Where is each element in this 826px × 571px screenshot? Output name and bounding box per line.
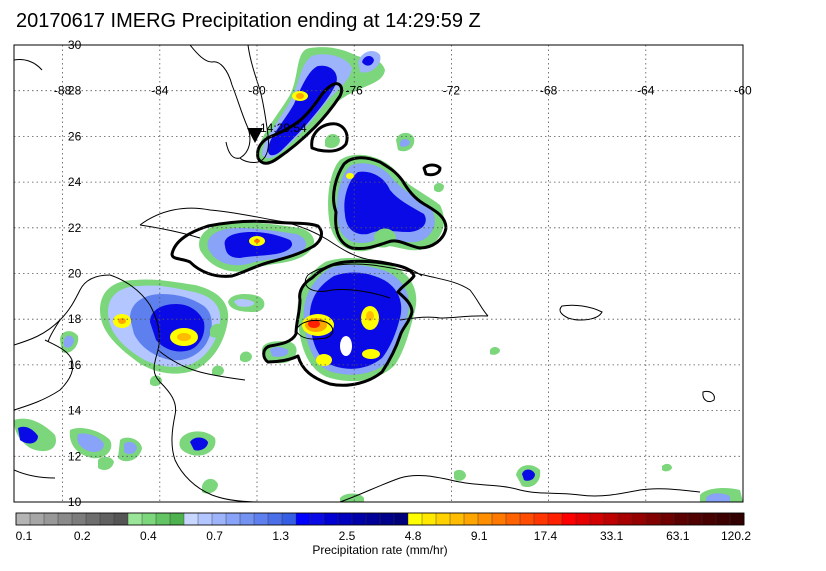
colorbar-swatch (267, 512, 283, 526)
colorbar-swatch (113, 512, 129, 526)
lon-tick-label: -72 (443, 84, 461, 98)
colorbar-swatch (561, 512, 577, 526)
lat-tick-label: 30 (68, 38, 82, 52)
colorbar-tick-label: 2.5 (338, 529, 356, 543)
colorbar (15, 512, 745, 526)
colorbar-tick-label: 0.7 (206, 529, 223, 543)
precip-fields (14, 47, 743, 502)
colorbar-swatch (365, 512, 381, 526)
lat-tick-label: 14 (68, 404, 82, 418)
colorbar-swatch (43, 512, 59, 526)
colorbar-swatch (337, 512, 353, 526)
colorbar-swatch (85, 512, 101, 526)
coastlines (14, 45, 715, 502)
lon-tick-label: -88 (54, 84, 72, 98)
colorbar-swatch (71, 512, 87, 526)
colorbar-tick-label: 0.4 (140, 529, 157, 543)
lon-tick-label: -80 (248, 84, 266, 98)
lat-tick-label: 16 (68, 358, 82, 372)
colorbar-swatch (477, 512, 493, 526)
colorbar-swatch (533, 512, 549, 526)
latitude-labels: 30 28 26 24 22 20 18 16 14 12 10 (68, 38, 82, 509)
graticule (14, 44, 744, 503)
lat-tick-label: 20 (68, 267, 82, 281)
lon-tick-label: -76 (346, 84, 364, 98)
colorbar-swatch (393, 512, 409, 526)
colorbar-swatch (323, 512, 339, 526)
lon-tick-label: -60 (734, 84, 752, 98)
swath-boundary (170, 82, 448, 387)
colorbar-swatch (99, 512, 115, 526)
colorbar-tick-label: 63.1 (666, 529, 690, 543)
colorbar-swatch (155, 512, 171, 526)
colorbar-swatch (407, 512, 423, 526)
lon-tick-label: -84 (151, 84, 169, 98)
colorbar-swatch (701, 512, 717, 526)
colorbar-swatch (491, 512, 507, 526)
colorbar-swatch (435, 512, 451, 526)
lat-tick-label: 12 (68, 449, 82, 463)
colorbar-swatch (617, 512, 633, 526)
colorbar-swatch (197, 512, 213, 526)
colorbar-tick-label: 1.3 (272, 529, 290, 543)
colorbar-tick-label: 0.1 (15, 529, 33, 543)
colorbar-swatch (239, 512, 255, 526)
colorbar-swatch (715, 512, 731, 526)
colorbar-swatch (673, 512, 689, 526)
colorbar-swatch (295, 512, 311, 526)
colorbar-swatch (603, 512, 619, 526)
colorbar-swatch (589, 512, 605, 526)
lat-tick-label: 22 (68, 221, 82, 235)
lat-tick-label: 18 (68, 312, 82, 326)
track-time-label: 14:29:54 (260, 121, 307, 135)
colorbar-swatch (309, 512, 325, 526)
colorbar-tick-label: 4.8 (404, 529, 422, 543)
lat-tick-label: 28 (68, 84, 82, 98)
colorbar-swatch (547, 512, 563, 526)
colorbar-swatch (253, 512, 269, 526)
lon-tick-label: -68 (540, 84, 558, 98)
colorbar-tick-label: 120.2 (720, 529, 752, 543)
colorbar-swatch (379, 512, 395, 526)
lat-tick-label: 26 (68, 129, 82, 143)
colorbar-swatch (281, 512, 297, 526)
colorbar-tick-label: 0.2 (73, 529, 91, 543)
colorbar-swatch (463, 512, 479, 526)
colorbar-swatch (225, 512, 241, 526)
colorbar-swatch (29, 512, 45, 526)
colorbar-swatch (659, 512, 675, 526)
colorbar-swatch (645, 512, 661, 526)
lat-tick-label: 24 (68, 175, 82, 189)
colorbar-swatch (729, 512, 745, 526)
colorbar-tick-label: 17.4 (533, 529, 558, 543)
colorbar-title: Precipitation rate (mm/hr) (312, 543, 448, 557)
colorbar-swatch (127, 512, 143, 526)
colorbar-swatch (449, 512, 465, 526)
lat-tick-label: 10 (68, 495, 82, 509)
colorbar-swatch (421, 512, 437, 526)
colorbar-swatch (687, 512, 703, 526)
colorbar-swatch (141, 512, 157, 526)
colorbar-swatch (15, 512, 31, 526)
colorbar-tick-label: 33.1 (599, 529, 624, 543)
colorbar-swatch (631, 512, 647, 526)
lon-tick-label: -64 (637, 84, 655, 98)
colorbar-swatch (351, 512, 367, 526)
chart-title: 20170617 IMERG Precipitation ending at 1… (16, 10, 481, 32)
colorbar-swatch (211, 512, 227, 526)
colorbar-swatch (575, 512, 591, 526)
colorbar-tick-label: 9.1 (470, 529, 488, 543)
colorbar-swatch (519, 512, 535, 526)
track-marker-icon (247, 128, 263, 143)
colorbar-swatch (183, 512, 199, 526)
colorbar-swatch (169, 512, 185, 526)
colorbar-swatch (57, 512, 73, 526)
colorbar-swatch (505, 512, 521, 526)
longitude-labels: -88 -84 -80 -76 -72 -68 -64 -60 (54, 84, 752, 98)
